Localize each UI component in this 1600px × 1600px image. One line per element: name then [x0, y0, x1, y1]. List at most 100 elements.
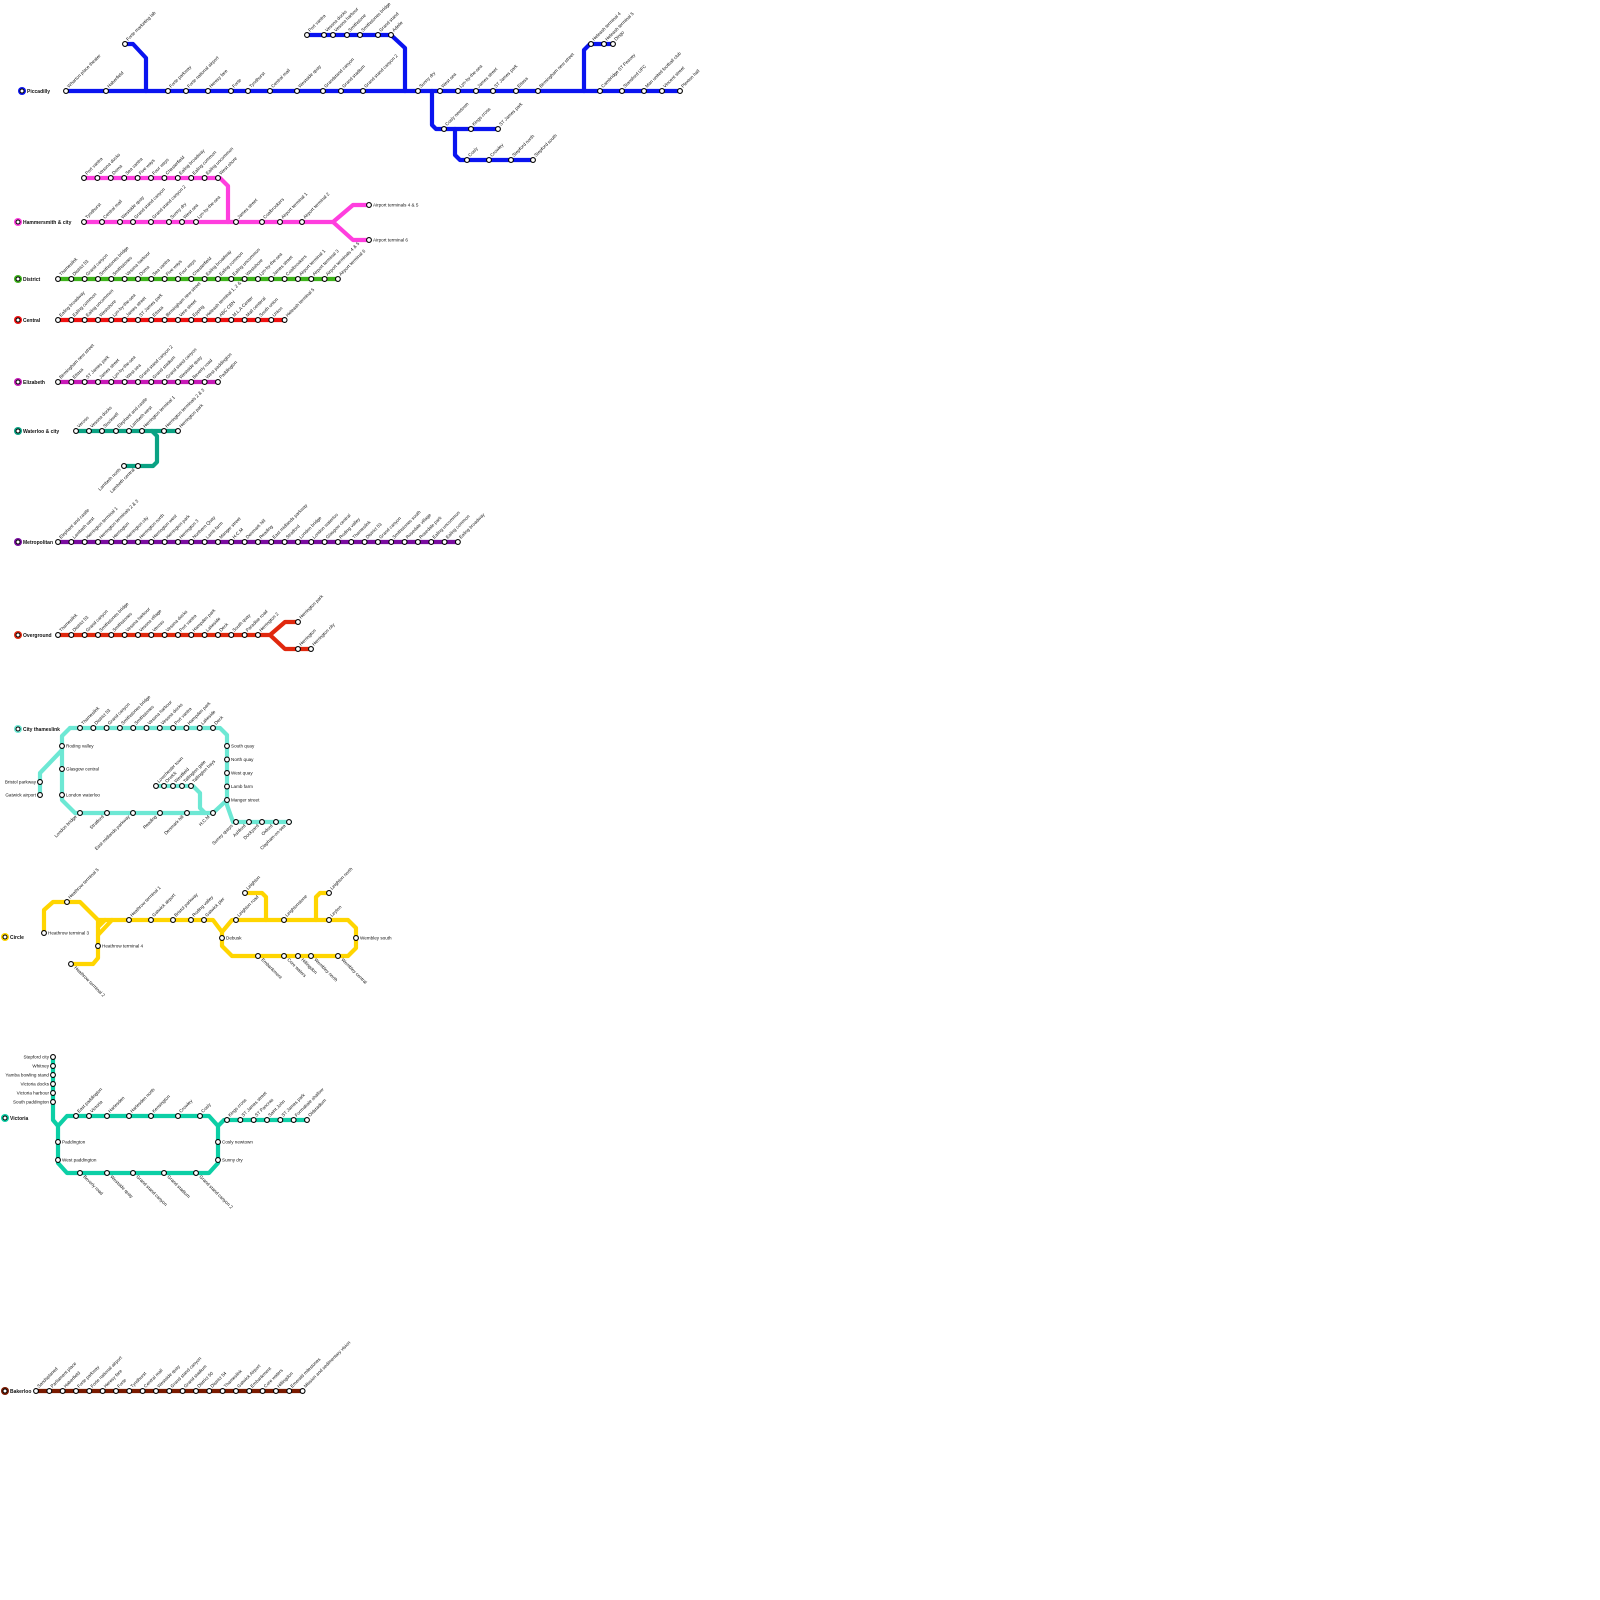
station-marker[interactable]: [188, 917, 194, 923]
station-marker[interactable]: [126, 428, 132, 434]
station-marker[interactable]: [99, 1388, 106, 1394]
station-marker[interactable]: [103, 725, 110, 731]
legend-thameslink[interactable]: City thameslink: [14, 725, 60, 733]
station-marker[interactable]: [242, 890, 248, 896]
station-marker[interactable]: [228, 317, 235, 323]
station-marker[interactable]: [286, 819, 292, 825]
station-marker[interactable]: [224, 797, 230, 803]
station[interactable]: Yamba bowling stand: [5, 1072, 56, 1078]
station-marker[interactable]: [219, 1388, 226, 1394]
station-marker[interactable]: [401, 539, 408, 545]
station[interactable]: Cambridge ST Peavey: [597, 52, 637, 94]
station-marker[interactable]: [183, 725, 190, 731]
station[interactable]: ST James park: [495, 101, 524, 132]
station[interactable]: West quay: [224, 770, 254, 776]
station-marker[interactable]: [165, 88, 171, 94]
station-marker[interactable]: [161, 632, 168, 638]
station-marker[interactable]: [50, 1081, 56, 1087]
station[interactable]: Cosly newtown: [441, 101, 470, 132]
station[interactable]: Bristol parkway: [5, 779, 43, 785]
station[interactable]: Victoria harbour: [17, 1090, 56, 1096]
station-marker[interactable]: [588, 41, 594, 47]
station-marker[interactable]: [495, 126, 501, 132]
station-marker[interactable]: [121, 276, 128, 282]
station-marker[interactable]: [95, 276, 101, 282]
station[interactable]: South paddington: [13, 1099, 56, 1105]
station-marker[interactable]: [170, 725, 177, 731]
station-marker[interactable]: [95, 632, 101, 638]
station-marker[interactable]: [148, 1113, 154, 1119]
station-marker[interactable]: [121, 463, 127, 469]
station-marker[interactable]: [233, 819, 239, 825]
station-marker[interactable]: [108, 276, 115, 282]
station[interactable]: Debusk: [219, 935, 243, 941]
station-marker[interactable]: [86, 1113, 92, 1119]
station[interactable]: Lowchester town: [153, 755, 185, 789]
station-marker[interactable]: [193, 1170, 199, 1176]
station-marker[interactable]: [59, 1388, 66, 1394]
station-marker[interactable]: [215, 1139, 221, 1145]
station-marker[interactable]: [161, 379, 168, 385]
station-marker[interactable]: [55, 539, 61, 545]
station-marker[interactable]: [259, 1388, 266, 1394]
station-marker[interactable]: [535, 88, 541, 94]
station-marker[interactable]: [188, 317, 195, 323]
station-marker[interactable]: [464, 157, 470, 163]
station-marker[interactable]: [179, 783, 185, 789]
station-marker[interactable]: [197, 1113, 203, 1119]
station-marker[interactable]: [55, 1157, 61, 1163]
station[interactable]: Gatwick airport: [5, 792, 43, 798]
station-marker[interactable]: [219, 935, 225, 941]
station-marker[interactable]: [50, 1054, 56, 1060]
station-marker[interactable]: [677, 88, 683, 94]
station-marker[interactable]: [68, 317, 75, 323]
station-marker[interactable]: [166, 1388, 173, 1394]
station-marker[interactable]: [59, 792, 65, 798]
station-marker[interactable]: [281, 953, 287, 959]
station-marker[interactable]: [255, 953, 261, 959]
station-marker[interactable]: [361, 539, 368, 545]
station-marker[interactable]: [415, 88, 421, 94]
station-marker[interactable]: [148, 219, 154, 225]
station-marker[interactable]: [388, 539, 395, 545]
station-marker[interactable]: [148, 539, 155, 545]
station-marker[interactable]: [81, 219, 87, 225]
station-marker[interactable]: [55, 1139, 61, 1145]
station-marker[interactable]: [344, 32, 350, 38]
station-marker[interactable]: [228, 539, 235, 545]
station-marker[interactable]: [108, 379, 115, 385]
legend-hammersmith[interactable]: Hammersmith & city: [14, 218, 72, 226]
station[interactable]: Leighton north: [326, 866, 354, 896]
station-marker[interactable]: [153, 783, 159, 789]
station-marker[interactable]: [90, 725, 97, 731]
station-marker[interactable]: [454, 539, 461, 545]
station[interactable]: West paddington: [55, 1157, 97, 1163]
station-marker[interactable]: [294, 539, 301, 545]
station[interactable]: Airport terminals 4 & 5: [366, 202, 419, 208]
station-marker[interactable]: [161, 317, 168, 323]
station-marker[interactable]: [201, 632, 208, 638]
legend-bakerloo[interactable]: Bakerloo: [1, 1387, 31, 1395]
station-marker[interactable]: [255, 632, 261, 638]
station-marker[interactable]: [610, 41, 616, 47]
station-marker[interactable]: [116, 725, 123, 731]
station-marker[interactable]: [130, 219, 136, 225]
station-marker[interactable]: [104, 1113, 110, 1119]
station-marker[interactable]: [245, 88, 251, 94]
station[interactable]: Cosly newtown: [215, 1139, 254, 1145]
station-marker[interactable]: [68, 632, 75, 638]
station-marker[interactable]: [55, 276, 61, 282]
station-marker[interactable]: [148, 379, 155, 385]
station-marker[interactable]: [122, 41, 128, 47]
station-marker[interactable]: [196, 725, 203, 731]
station-marker[interactable]: [107, 175, 114, 181]
station-marker[interactable]: [161, 539, 168, 545]
legend-central[interactable]: Central: [14, 316, 41, 324]
station-marker[interactable]: [81, 276, 88, 282]
station-marker[interactable]: [81, 175, 87, 181]
station-marker[interactable]: [264, 1117, 270, 1123]
station-marker[interactable]: [175, 428, 181, 434]
station-marker[interactable]: [135, 632, 141, 638]
station[interactable]: Heleash terminal 5: [281, 287, 316, 323]
station-marker[interactable]: [59, 766, 65, 772]
